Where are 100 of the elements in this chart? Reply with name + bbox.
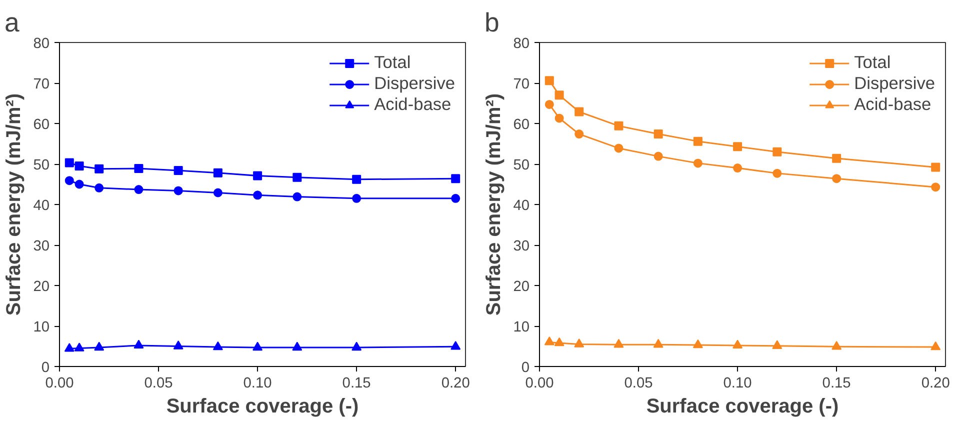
point — [94, 342, 104, 351]
y-tick-label: 80 — [513, 36, 530, 52]
point — [352, 342, 362, 351]
point — [614, 121, 624, 130]
point — [832, 174, 842, 184]
y-tick-label: 10 — [513, 320, 530, 336]
point — [554, 114, 564, 123]
y-tick-label: 30 — [513, 238, 530, 254]
point — [213, 168, 222, 178]
point — [574, 107, 584, 116]
point — [614, 144, 624, 153]
point — [614, 338, 624, 348]
y-tick-label: 70 — [33, 76, 50, 92]
point — [692, 339, 703, 348]
point — [654, 152, 663, 161]
y-tick-label: 40 — [513, 198, 530, 214]
point — [832, 340, 842, 350]
chart-title: a — [4, 8, 20, 38]
x-tick-label: 0.00 — [45, 376, 74, 392]
point — [574, 130, 584, 139]
x-tick-label: 0.15 — [822, 376, 851, 392]
point — [733, 142, 742, 152]
y-tick-label: 80 — [33, 36, 50, 52]
point — [74, 180, 84, 189]
y-tick-label: 60 — [33, 117, 50, 133]
point — [174, 186, 183, 196]
point — [693, 136, 702, 146]
point — [450, 340, 461, 350]
x-tick-label: 0.10 — [723, 376, 752, 392]
point — [544, 100, 554, 109]
x-tick-label: 0.00 — [525, 376, 554, 392]
point — [732, 340, 743, 349]
point — [654, 130, 663, 139]
point — [772, 147, 782, 156]
point — [451, 174, 460, 184]
x-axis-title: Surface coverage (-) — [166, 396, 359, 418]
point — [74, 162, 84, 171]
point — [252, 342, 263, 351]
point — [832, 154, 842, 163]
y-tick-label: 10 — [33, 320, 50, 336]
point — [772, 340, 782, 349]
x-tick-label: 0.05 — [144, 376, 173, 392]
point — [134, 164, 144, 173]
point — [94, 164, 104, 174]
point — [544, 336, 554, 346]
point — [253, 171, 262, 180]
point — [213, 188, 222, 198]
point — [173, 340, 184, 350]
point — [554, 337, 564, 346]
y-tick-label: 20 — [513, 279, 530, 295]
point — [134, 185, 144, 194]
point — [733, 164, 742, 173]
legend-label: Total — [854, 52, 891, 73]
legend-label: Dispersive — [374, 73, 455, 94]
legend-label: Acid-base — [374, 94, 452, 115]
legend-label: Acid-base — [854, 94, 932, 115]
legend-label: Total — [374, 52, 411, 73]
x-tick-label: 0.20 — [441, 376, 470, 392]
y-tick-label: 50 — [513, 158, 530, 174]
chart-title: b — [484, 8, 500, 38]
x-tick-label: 0.20 — [921, 376, 950, 392]
point — [94, 183, 104, 192]
point — [64, 158, 74, 168]
point — [930, 341, 941, 350]
point — [931, 182, 940, 192]
legend-label: Dispersive — [854, 73, 935, 94]
point — [74, 342, 84, 352]
point — [212, 341, 223, 350]
point — [653, 338, 664, 348]
x-tick-label: 0.10 — [243, 376, 272, 392]
point — [931, 162, 940, 172]
point — [292, 172, 302, 182]
point — [64, 342, 74, 352]
point — [292, 342, 302, 351]
y-tick-label: 60 — [513, 117, 530, 133]
y-tick-label: 0 — [41, 360, 50, 376]
x-tick-label: 0.05 — [624, 376, 653, 392]
y-axis-title: Surface energy (mJ/m²) — [483, 93, 506, 316]
y-tick-label: 40 — [33, 198, 50, 214]
y-tick-label: 70 — [513, 76, 530, 92]
y-axis-title: Surface energy (mJ/m²) — [3, 93, 26, 316]
point — [352, 174, 362, 184]
point — [693, 158, 702, 168]
point — [451, 194, 460, 203]
point — [352, 194, 362, 203]
point — [134, 340, 144, 349]
point — [174, 166, 183, 175]
x-tick-label: 0.15 — [342, 376, 371, 392]
x-axis-title: Surface coverage (-) — [646, 396, 839, 418]
point — [554, 90, 564, 100]
point — [574, 338, 584, 348]
point — [772, 168, 782, 178]
point — [253, 190, 262, 200]
y-tick-label: 30 — [33, 238, 50, 254]
y-tick-label: 0 — [521, 360, 530, 376]
point — [544, 76, 554, 86]
y-tick-label: 20 — [33, 279, 50, 295]
point — [64, 176, 74, 186]
point — [292, 192, 302, 202]
y-tick-label: 50 — [33, 158, 50, 174]
